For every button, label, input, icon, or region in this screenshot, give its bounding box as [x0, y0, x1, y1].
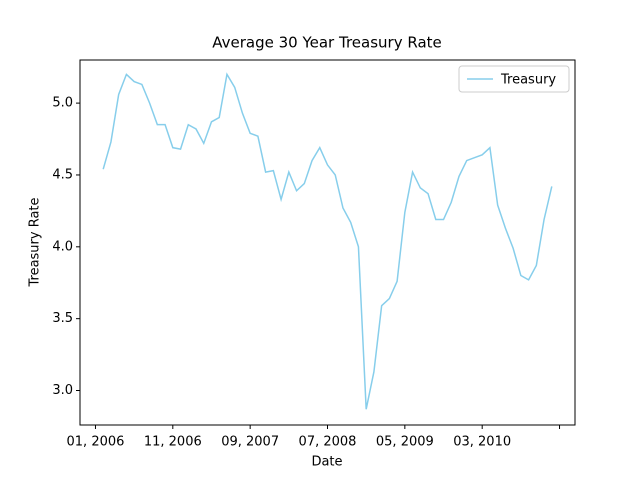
chart-title: Average 30 Year Treasury Rate: [212, 34, 442, 52]
y-axis-label: Treasury Rate: [28, 197, 43, 287]
x-tick-label: 07, 2008: [299, 435, 357, 450]
line-series: [102, 72, 553, 410]
x-tick-label: 03, 2010: [453, 435, 511, 450]
x-tick-label: 09, 2007: [221, 435, 279, 450]
legend-box: [458, 65, 570, 93]
x-tick-label: 01, 2006: [67, 435, 125, 450]
x-tick-label: 05, 2009: [376, 435, 434, 450]
y-tick-label: 3.5: [52, 311, 73, 326]
legend-label: Treasury: [500, 73, 556, 88]
y-tick-label: 4.0: [52, 239, 73, 254]
x-tick-label: 11, 2006: [144, 435, 202, 450]
x-axis-label: Date: [311, 455, 342, 470]
y-tick-label: 5.0: [52, 96, 73, 111]
y-tick-label: 4.5: [52, 167, 73, 182]
y-tick-label: 3.0: [52, 383, 73, 398]
